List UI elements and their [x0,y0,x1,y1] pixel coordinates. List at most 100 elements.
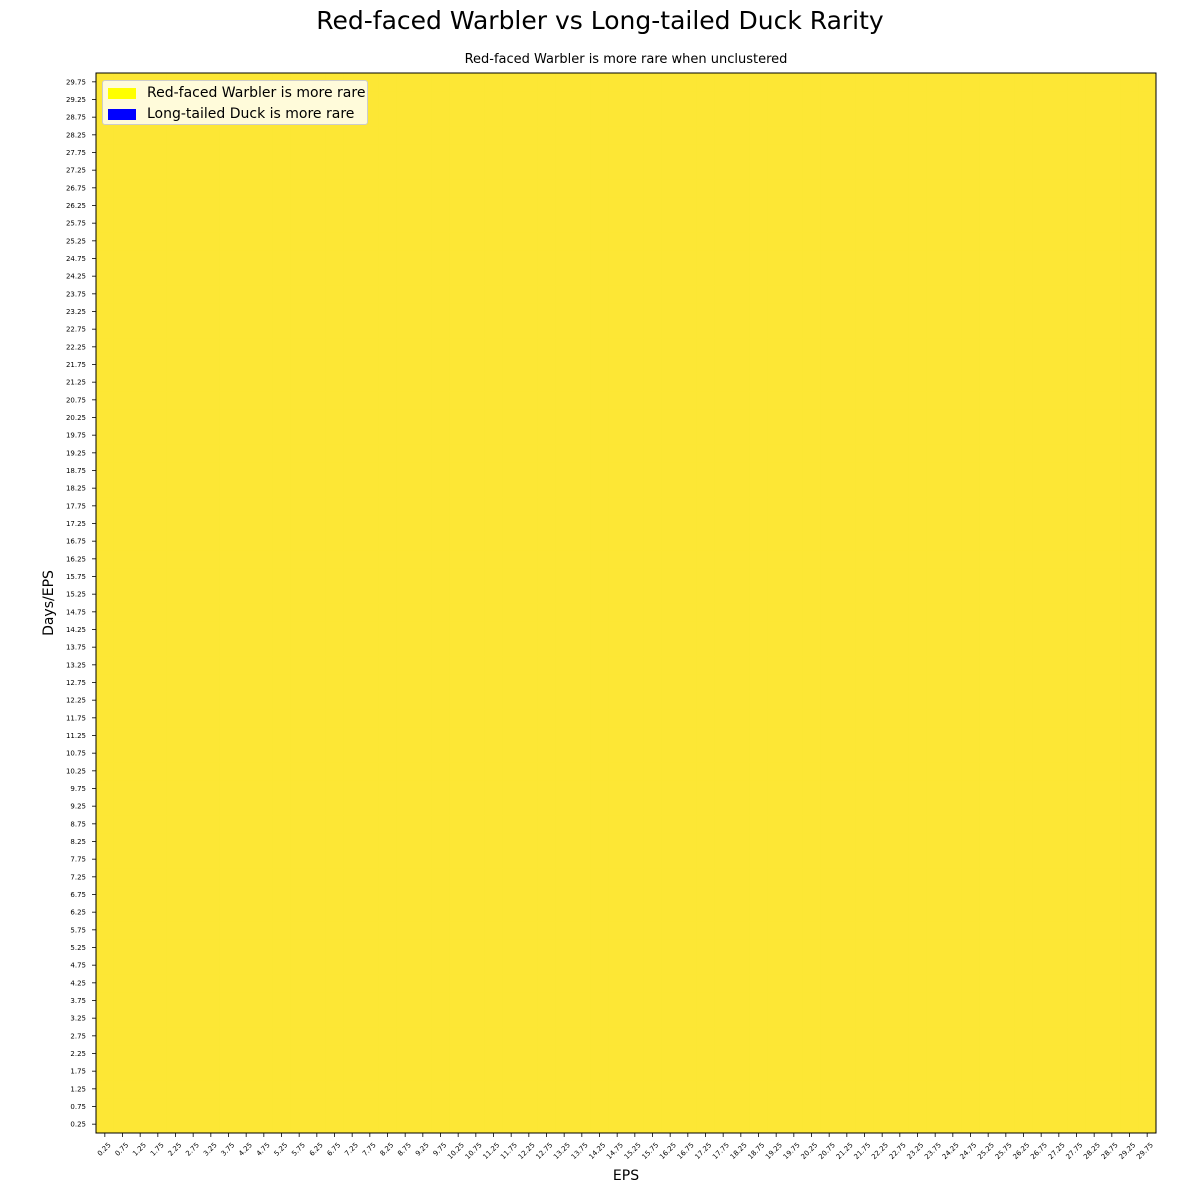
heatmap-cell [520,285,539,304]
heatmap-cell [113,603,132,622]
heatmap-cell [590,408,609,427]
y-tick-label: 12.75 [66,679,86,687]
heatmap-cell [732,620,751,639]
heatmap-cell [555,921,574,940]
heatmap-cell [1085,196,1104,215]
heatmap-cell [502,550,521,569]
heatmap-cell [926,214,945,233]
heatmap-cell [219,956,238,975]
heatmap-cell [202,267,221,286]
heatmap-cell [431,196,450,215]
heatmap-cell [802,567,821,586]
heatmap-cell [361,567,380,586]
heatmap-cell [643,938,662,957]
heatmap-cell [573,779,592,798]
heatmap-cell [237,391,256,410]
heatmap-cell [1085,161,1104,180]
heatmap-cell [802,408,821,427]
heatmap-cell [1050,338,1069,357]
heatmap-cell [467,1044,486,1063]
heatmap-cell [219,815,238,834]
heatmap-cell [855,179,874,198]
heatmap-cell [555,444,574,463]
heatmap-cell [414,426,433,445]
heatmap-cell [555,391,574,410]
heatmap-cell [202,161,221,180]
heatmap-cell [643,514,662,533]
heatmap-cell [520,426,539,445]
heatmap-cell [396,267,415,286]
heatmap-cell [749,797,768,816]
heatmap-cell [1032,373,1051,392]
heatmap-cell [166,956,185,975]
heatmap-cell [166,938,185,957]
heatmap-cell [1014,832,1033,851]
heatmap-cell [113,744,132,763]
heatmap-cell [643,267,662,286]
heatmap-cell [643,868,662,887]
heatmap-cell [908,567,927,586]
heatmap-cell [1032,762,1051,781]
heatmap-cell [732,779,751,798]
heatmap-cell [590,1115,609,1134]
heatmap-cell [997,991,1016,1010]
heatmap-cell [537,1080,556,1099]
heatmap-cell [149,797,168,816]
heatmap-cell [714,196,733,215]
heatmap-cell [361,514,380,533]
heatmap-cell [272,497,291,516]
heatmap-cell [626,991,645,1010]
heatmap-cell [767,762,786,781]
heatmap-cell [361,762,380,781]
heatmap-cell [643,1115,662,1134]
heatmap-cell [1120,444,1139,463]
heatmap-cell [802,1115,821,1134]
heatmap-cell [802,921,821,940]
heatmap-cell [1138,285,1157,304]
heatmap-cell [961,73,980,92]
heatmap-cell [679,497,698,516]
heatmap-cell [908,797,927,816]
heatmap-cell [396,673,415,692]
heatmap-cell [149,373,168,392]
heatmap-cell [855,338,874,357]
heatmap-cell [979,408,998,427]
heatmap-cell [96,532,115,551]
heatmap-cell [979,709,998,728]
heatmap-cell [431,1027,450,1046]
heatmap-cell [378,974,397,993]
heatmap-cell [520,532,539,551]
heatmap-cell [343,267,362,286]
heatmap-cell [113,514,132,533]
heatmap-cell [979,974,998,993]
heatmap-cell [891,709,910,728]
heatmap-cell [573,143,592,162]
heatmap-cell [590,143,609,162]
heatmap-cell [113,320,132,339]
heatmap-cell [802,691,821,710]
heatmap-cell [608,850,627,869]
heatmap-cell [573,691,592,710]
heatmap-cell [378,108,397,127]
heatmap-cell [714,1115,733,1134]
heatmap-cell [1138,567,1157,586]
heatmap-cell [343,1080,362,1099]
heatmap-cell [732,850,751,869]
heatmap-cell [573,585,592,604]
y-tick-label: 22.75 [66,326,86,334]
heatmap-cell [714,479,733,498]
heatmap-cell [96,143,115,162]
heatmap-cell [785,143,804,162]
heatmap-cell [714,797,733,816]
heatmap-cell [1050,850,1069,869]
heatmap-cell [449,585,468,604]
heatmap-cell [272,656,291,675]
heatmap-cell [661,797,680,816]
heatmap-cell [944,126,963,145]
heatmap-cell [661,620,680,639]
heatmap-cell [997,408,1016,427]
heatmap-cell [696,885,715,904]
heatmap-cell [767,832,786,851]
heatmap-cell [855,232,874,251]
heatmap-cell [1103,638,1122,657]
